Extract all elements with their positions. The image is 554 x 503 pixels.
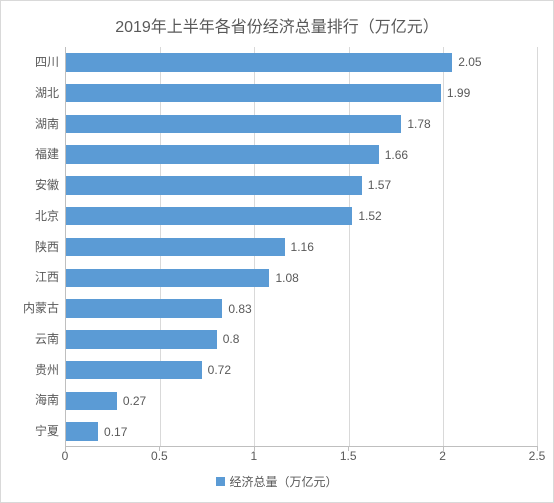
bar-value-label: 1.99 [447, 86, 470, 100]
bar-value-label: 1.08 [275, 271, 298, 285]
x-tick-label: 1.5 [340, 449, 357, 463]
bar [66, 330, 217, 348]
chart-container: 2019年上半年各省份经济总量排行（万亿元） 四川湖北湖南福建安徽北京陕西江西内… [0, 0, 554, 503]
bar-row: 1.78 [66, 109, 537, 140]
bar-value-label: 0.27 [123, 394, 146, 408]
chart-title: 2019年上半年各省份经济总量排行（万亿元） [17, 13, 537, 37]
bar-value-label: 1.57 [368, 178, 391, 192]
bar-row: 0.27 [66, 385, 537, 416]
y-axis-label: 海南 [17, 385, 65, 416]
bar [66, 145, 379, 163]
y-axis-label: 江西 [17, 262, 65, 293]
x-tick-label: 2 [439, 449, 446, 463]
bar-value-label: 1.16 [291, 240, 314, 254]
y-axis: 四川湖北湖南福建安徽北京陕西江西内蒙古云南贵州海南宁夏 [17, 47, 65, 447]
bar-row: 2.05 [66, 47, 537, 78]
y-axis-label: 湖南 [17, 109, 65, 140]
y-axis-label: 四川 [17, 47, 65, 78]
bar-row: 0.83 [66, 293, 537, 324]
y-axis-label: 陕西 [17, 232, 65, 263]
bar [66, 422, 98, 440]
x-tick-label: 0 [62, 449, 69, 463]
bar-value-label: 0.17 [104, 425, 127, 439]
bar-row: 1.52 [66, 201, 537, 232]
y-axis-label: 云南 [17, 324, 65, 355]
gridline [537, 47, 538, 446]
bar-row: 0.17 [66, 416, 537, 447]
bar-value-label: 0.83 [228, 302, 251, 316]
bars-region: 2.05 1.99 1.78 1.66 1.57 1.52 1.16 1.08 0.83 0.8 0… [65, 47, 537, 447]
legend-swatch [216, 477, 225, 486]
bar [66, 238, 285, 256]
bar-value-label: 1.52 [358, 209, 381, 223]
y-axis-label: 福建 [17, 139, 65, 170]
bar-row: 0.8 [66, 324, 537, 355]
y-axis-label: 贵州 [17, 355, 65, 386]
x-tick-label: 2.5 [529, 449, 546, 463]
legend: 经济总量（万亿元） [17, 473, 537, 490]
bar-row: 1.99 [66, 78, 537, 109]
bar-row: 1.66 [66, 139, 537, 170]
bar-value-label: 0.72 [208, 363, 231, 377]
bar [66, 176, 362, 194]
y-axis-label: 湖北 [17, 78, 65, 109]
bar-value-label: 2.05 [458, 55, 481, 69]
bar [66, 361, 202, 379]
bar-row: 1.57 [66, 170, 537, 201]
plot-area: 四川湖北湖南福建安徽北京陕西江西内蒙古云南贵州海南宁夏 2.05 1.99 1.78… [17, 47, 537, 447]
x-tick-label: 1 [250, 449, 257, 463]
bar [66, 269, 269, 287]
bar-value-label: 1.66 [385, 148, 408, 162]
bar-row: 0.72 [66, 355, 537, 386]
bar [66, 299, 222, 317]
bar-value-label: 1.78 [407, 117, 430, 131]
x-tick-label: 0.5 [151, 449, 168, 463]
bar [66, 53, 452, 71]
x-axis: 00.511.522.5 [65, 447, 537, 465]
y-axis-label: 北京 [17, 201, 65, 232]
bar-value-label: 0.8 [223, 332, 240, 346]
y-axis-label: 安徽 [17, 170, 65, 201]
y-axis-label: 宁夏 [17, 416, 65, 447]
bar [66, 392, 117, 410]
bar [66, 115, 401, 133]
bar-row: 1.08 [66, 262, 537, 293]
bar [66, 207, 352, 225]
bar-row: 1.16 [66, 232, 537, 263]
bar [66, 84, 441, 102]
legend-label: 经济总量（万亿元） [229, 475, 337, 489]
y-axis-label: 内蒙古 [17, 293, 65, 324]
